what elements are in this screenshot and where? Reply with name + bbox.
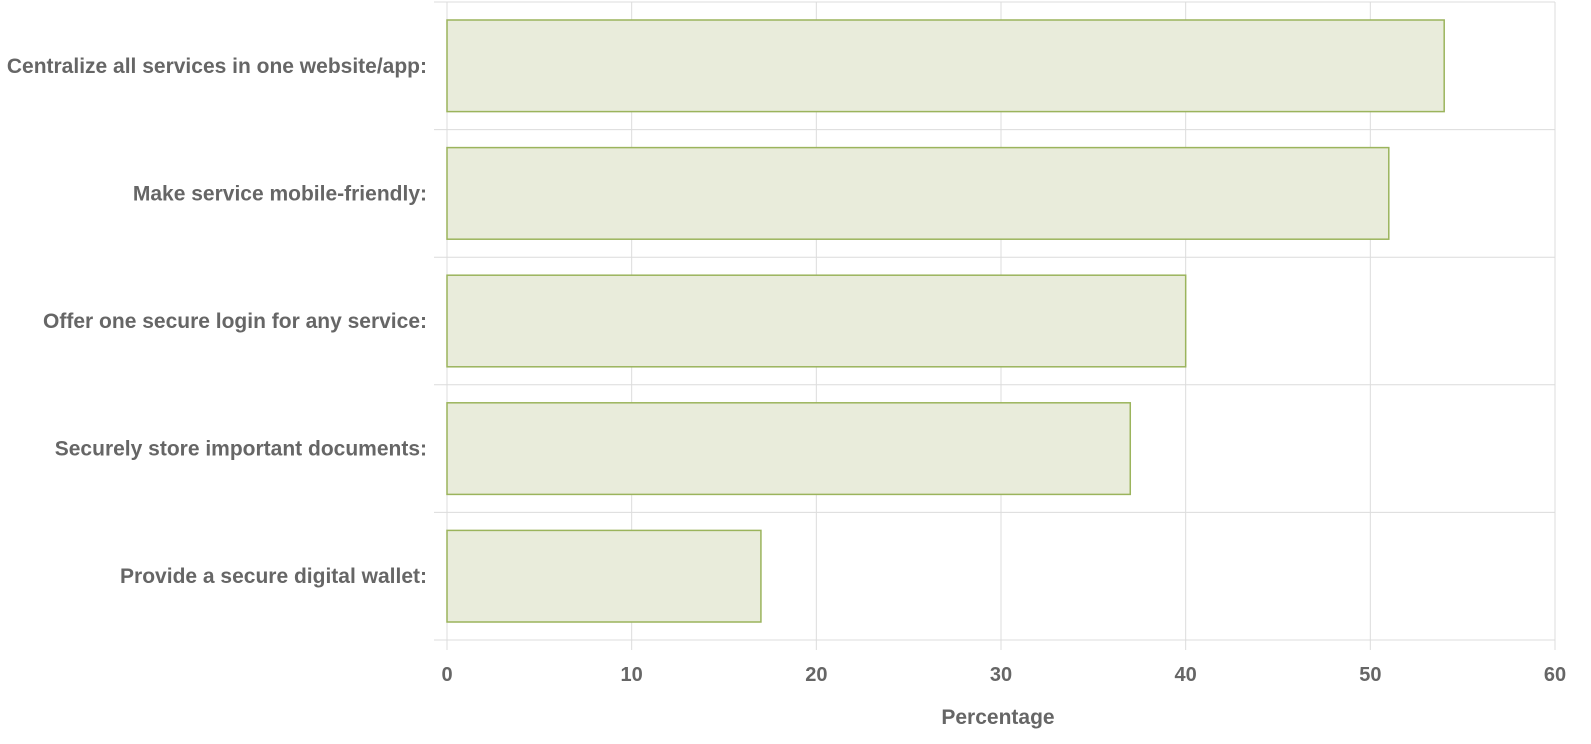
x-axis-title: Percentage [941, 706, 1054, 729]
bar [446, 402, 1132, 496]
bar [446, 529, 762, 623]
category-label: Make service mobile-friendly: [133, 182, 427, 205]
x-tick-label: 60 [1544, 664, 1566, 686]
x-tick-label: 50 [1359, 664, 1381, 686]
bars [446, 19, 1445, 623]
category-labels: Centralize all services in one website/a… [7, 55, 427, 588]
category-label: Centralize all services in one website/a… [7, 55, 427, 78]
category-label: Securely store important documents: [55, 438, 427, 461]
category-label: Offer one secure login for any service: [43, 310, 427, 333]
x-tick-label: 20 [805, 664, 827, 686]
x-tick-label: 40 [1175, 664, 1197, 686]
x-tick-labels: 0 10 20 30 40 50 60 [441, 664, 1566, 686]
category-label: Provide a secure digital wallet: [120, 565, 427, 588]
x-tick-label: 0 [441, 664, 452, 686]
x-tick-label: 10 [621, 664, 643, 686]
bar [446, 19, 1445, 113]
bar [446, 274, 1187, 368]
bar [446, 146, 1390, 240]
x-tick-label: 30 [990, 664, 1012, 686]
